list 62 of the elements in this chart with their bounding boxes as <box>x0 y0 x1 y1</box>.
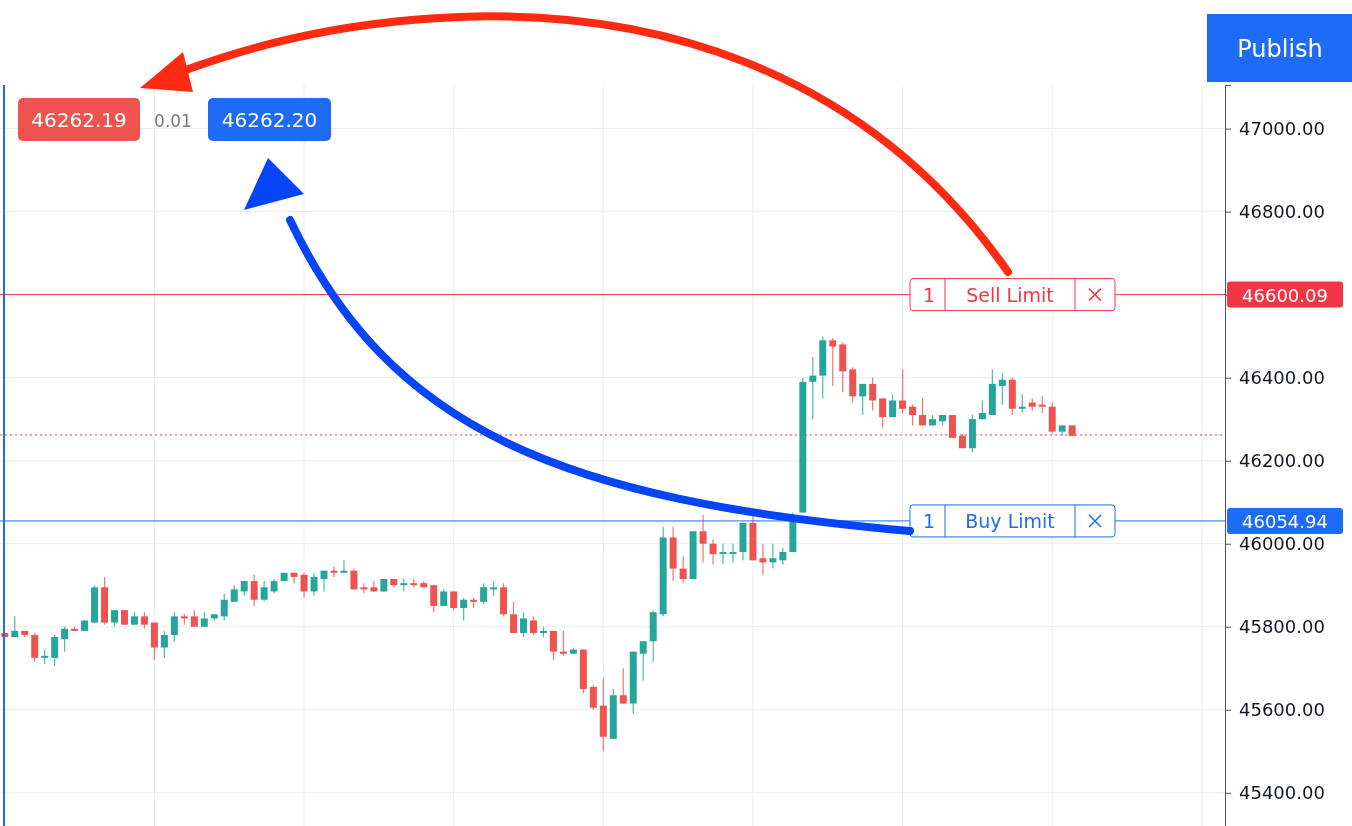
annotation: 0.01 <box>154 111 192 131</box>
candlestick <box>290 572 298 584</box>
candlestick <box>529 615 537 636</box>
candlestick <box>310 572 318 597</box>
candlestick <box>520 611 527 638</box>
annotation: 46262.19 <box>31 108 127 132</box>
y-tick-label: 46200.00 <box>1239 449 1325 471</box>
y-tick-label: 45400.00 <box>1239 782 1325 804</box>
candlestick <box>340 559 348 574</box>
ref-line-label: Buy Limit <box>965 509 1055 532</box>
candlestick <box>899 368 907 414</box>
candlestick <box>809 356 817 420</box>
candlestick <box>360 582 368 595</box>
annotation: 1 <box>922 509 936 532</box>
candlestick <box>829 337 837 387</box>
candlestick <box>879 397 887 429</box>
candlestick <box>869 377 877 412</box>
candlestick <box>510 601 518 634</box>
text: Publish <box>1237 35 1323 63</box>
candlestick <box>430 584 438 613</box>
candlestick <box>998 372 1006 406</box>
ref-line-label: Sell Limit <box>966 283 1054 306</box>
candlestick <box>480 582 488 605</box>
candlestick <box>330 565 338 578</box>
candlestick <box>61 626 69 653</box>
candlestick <box>260 580 268 603</box>
y-tick-label: 46400.00 <box>1239 366 1325 388</box>
candlestick <box>948 414 956 439</box>
candlestick <box>549 630 557 661</box>
candlestick <box>919 397 927 426</box>
candlestick <box>589 684 597 711</box>
candlestick <box>909 404 917 426</box>
candlestick <box>370 580 378 593</box>
y-tick-label: 46800.00 <box>1239 200 1325 222</box>
candlestick <box>170 611 178 642</box>
text: 46600.09 <box>1242 284 1328 306</box>
text: 46054.94 <box>1242 510 1328 532</box>
candlestick <box>679 555 687 584</box>
candlestick <box>220 592 228 622</box>
candlestick <box>31 632 39 663</box>
candlestick <box>619 667 627 705</box>
annotation: 1 <box>922 283 936 306</box>
candlestick <box>769 543 777 570</box>
candlestick <box>559 630 567 657</box>
candlestick <box>699 514 707 563</box>
y-tick-label: 45600.00 <box>1239 699 1325 721</box>
candlestick <box>450 590 458 611</box>
candlestick <box>51 634 59 667</box>
y-tick-label: 46000.00 <box>1239 532 1325 554</box>
candlestick <box>300 572 308 599</box>
candlestick <box>709 538 717 566</box>
candlestick <box>859 383 867 416</box>
candlestick <box>460 597 468 622</box>
candlestick <box>250 574 258 607</box>
candlestick <box>639 640 647 682</box>
candlestick <box>160 630 168 659</box>
candlestick <box>1018 393 1026 414</box>
annotation: 46262.20 <box>221 108 318 132</box>
candlestick <box>759 543 767 576</box>
candlestick <box>719 543 727 566</box>
y-tick-label: 47000.00 <box>1239 117 1325 139</box>
y-tick-label: 45800.00 <box>1239 616 1325 637</box>
